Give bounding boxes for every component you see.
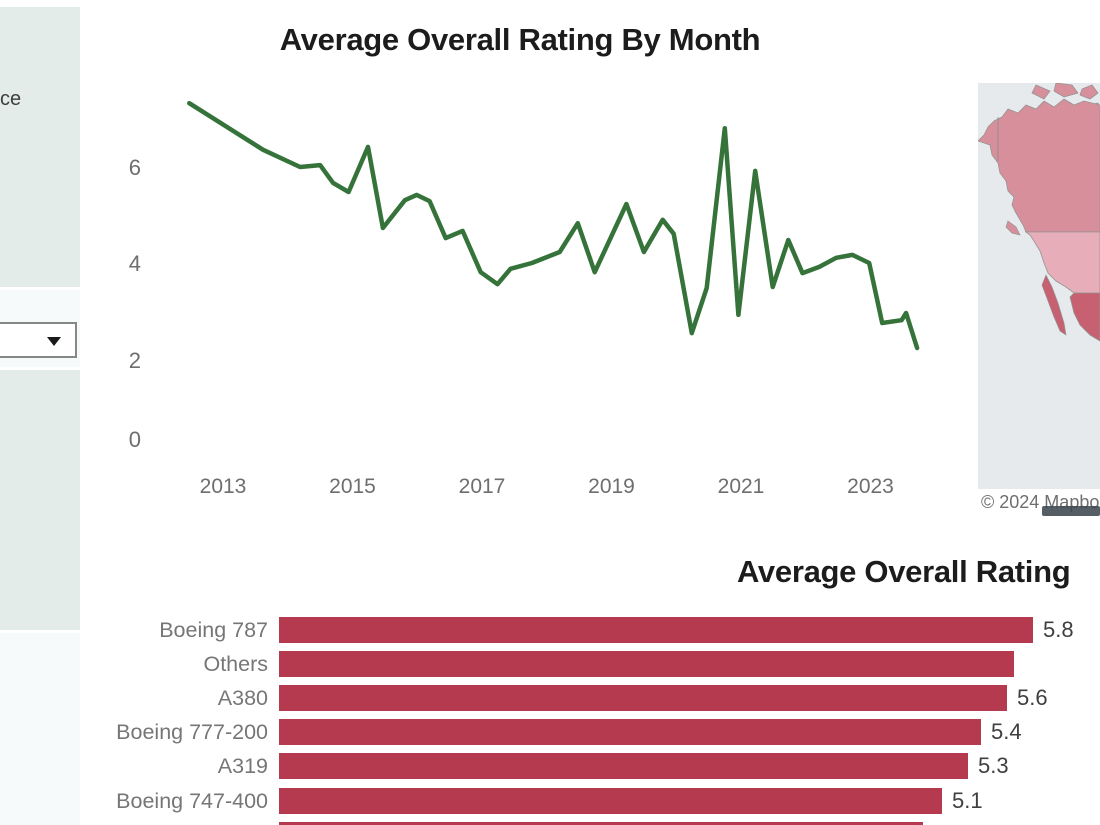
bar[interactable] <box>279 821 923 825</box>
sidebar-label-fragment-top: ce <box>0 88 22 110</box>
bar[interactable] <box>279 753 968 780</box>
x-axis-tick-label: 2017 <box>458 475 506 498</box>
sidebar-dropdown[interactable] <box>0 322 77 358</box>
sidebar-section-top: ce <box>0 7 80 287</box>
rating-line-series[interactable] <box>187 100 920 351</box>
y-axis-tick-label: 6 <box>128 155 141 180</box>
bar-row <box>0 821 1100 825</box>
bar-row: Boeing 787 5.8 <box>0 617 1100 643</box>
y-axis-tick-label: 4 <box>128 251 141 276</box>
bar[interactable] <box>279 685 1007 712</box>
bar-chart-title: Average Overall Rating <box>737 554 1071 589</box>
map-region-baja[interactable] <box>1041 274 1067 336</box>
bar-value-label: 5.3 <box>978 753 1009 779</box>
map-region-mexico[interactable] <box>1069 292 1100 342</box>
ratings-map[interactable] <box>978 83 1100 489</box>
north-america-map-svg[interactable] <box>978 83 1100 489</box>
bar-value-label: 5.6 <box>1017 685 1048 711</box>
bar-row: Boeing 777-200 5.4 <box>0 719 1100 746</box>
bar-value-label: 5.8 <box>1043 617 1074 642</box>
x-axis-tick-label: 2019 <box>588 475 635 498</box>
bar[interactable] <box>279 719 981 746</box>
bar[interactable] <box>279 651 1014 678</box>
bar-row: A319 5.3 <box>0 753 1100 780</box>
y-axis-tick-label: 0 <box>128 427 141 452</box>
map-region-canada[interactable] <box>978 98 1100 233</box>
bar-row: Boeing 747-400 5.1 <box>0 787 1100 814</box>
bar-value-label: 5.4 <box>991 719 1022 745</box>
line-chart-plot[interactable] <box>80 0 980 520</box>
x-axis-tick-label: 2015 <box>329 475 376 498</box>
sidebar-section-bottom <box>0 633 80 825</box>
x-axis-tick-label: 2013 <box>199 475 247 498</box>
bar-row: Others <box>0 651 1100 678</box>
sidebar-section-middle: y <box>0 370 80 630</box>
bar[interactable] <box>279 617 1033 643</box>
map-region-united-states[interactable] <box>1024 231 1100 294</box>
chevron-down-icon <box>47 337 61 346</box>
x-axis-tick-label: 2021 <box>717 475 765 498</box>
bar[interactable] <box>279 787 942 814</box>
map-vancouver-island <box>1005 220 1021 236</box>
line-chart-title: Average Overall Rating By Month <box>279 22 761 57</box>
bar-row: A380 5.6 <box>0 685 1100 712</box>
y-axis-tick-label: 2 <box>128 348 141 373</box>
bar-value-label: 5.1 <box>952 787 983 813</box>
x-axis-tick-label: 2023 <box>847 475 894 498</box>
line-chart: 6 4 2 0 2013 2015 2017 2019 2021 2023 <box>80 0 980 520</box>
map-attribution-badge <box>1042 506 1100 516</box>
